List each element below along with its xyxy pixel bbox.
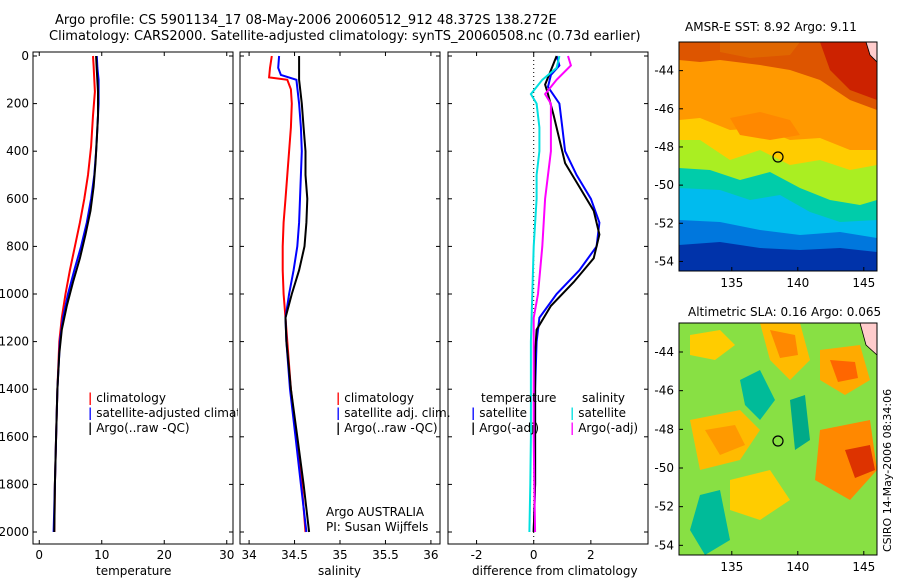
x-tick-label: 0: [530, 548, 538, 562]
map-y-tick-label: -44: [654, 345, 674, 359]
x-tick-label: 35: [332, 548, 347, 562]
map-y-tick-label: -50: [654, 461, 674, 475]
legend-sal-argo: Argo(-adj): [578, 421, 639, 435]
map-y-tick-label: -48: [654, 422, 674, 436]
series-line: [53, 55, 99, 533]
sst-map: [679, 42, 877, 271]
y-tick-label: 1000: [0, 287, 29, 301]
salinity-panel: [239, 51, 441, 545]
map-x-tick-label: 135: [720, 560, 743, 574]
map-y-tick-label: -50: [654, 178, 674, 192]
map-x-tick-label: 145: [852, 276, 875, 290]
x-tick-label: 34.5: [281, 548, 308, 562]
legend-satellite-adj: satellite adj. clim.: [344, 406, 451, 420]
map-y-tick-label: -52: [654, 500, 674, 514]
y-tick-label: 1200: [0, 335, 29, 349]
salinity-legend: | climatology | satellite adj. clim. | A…: [336, 391, 451, 435]
legend-sal-satellite: satellite: [578, 406, 627, 420]
difference-xlabel: difference from climatology: [472, 564, 638, 578]
x-tick-label: 30: [219, 548, 234, 562]
temperature-panel: [32, 51, 234, 545]
legend-climatology: climatology: [344, 391, 414, 405]
sst-map-title: AMSR-E SST: 8.92 Argo: 9.11: [685, 20, 857, 34]
x-tick-label: 0: [35, 548, 43, 562]
x-tick-label: 10: [94, 548, 109, 562]
map-y-tick-label: -44: [654, 64, 674, 78]
map-x-tick-label: 145: [852, 560, 875, 574]
series-line: [528, 55, 561, 533]
y-tick-label: 1400: [0, 382, 29, 396]
y-tick-label: 600: [6, 192, 29, 206]
legend-argo-raw: Argo(..raw -QC): [96, 421, 190, 435]
series-line: [532, 55, 573, 533]
legend-climatology: climatology: [96, 391, 166, 405]
map-y-tick-label: -54: [654, 254, 674, 268]
x-tick-label: 34: [241, 548, 256, 562]
sla-argo-marker: [772, 435, 784, 447]
temperature-legend: | climatology | satellite-adjusted clima…: [88, 391, 238, 436]
y-tick-label: 1600: [0, 430, 29, 444]
temperature-xlabel: temperature: [96, 564, 172, 578]
map-y-tick-label: -52: [654, 216, 674, 230]
annotation-program: Argo AUSTRALIA: [326, 505, 425, 519]
chart-title-line2: Climatology: CARS2000. Satellite-adjuste…: [49, 29, 641, 44]
map-x-tick-label: 140: [786, 276, 809, 290]
legend-header-temperature: temperature: [481, 391, 557, 405]
y-tick-label: 2000: [0, 525, 29, 539]
y-tick-label: 200: [6, 97, 29, 111]
sla-map-title: Altimetric SLA: 0.16 Argo: 0.065: [688, 305, 882, 319]
map-y-tick-label: -48: [654, 140, 674, 154]
map-y-tick-label: -46: [654, 102, 674, 116]
series-line: [284, 56, 311, 533]
x-tick-label: 2: [587, 548, 595, 562]
annotation-pi: PI: Susan Wijffels: [326, 520, 429, 534]
legend-header-salinity: salinity: [582, 391, 626, 405]
salinity-xlabel: salinity: [318, 564, 362, 578]
legend-temp-argo: Argo(-adj): [479, 421, 540, 435]
difference-panel: [447, 51, 649, 545]
y-tick-label: 1800: [0, 477, 29, 491]
y-tick-label: 400: [6, 144, 29, 158]
series-line: [53, 55, 96, 533]
credit-text: CSIRO 14-May-2006 08:34:06: [881, 388, 894, 552]
x-tick-label: 36: [423, 548, 438, 562]
series-line: [532, 55, 601, 533]
map-y-tick-label: -46: [654, 384, 674, 398]
float-annotation: Argo AUSTRALIA PI: Susan Wijffels: [326, 505, 428, 535]
difference-legend-salinity: salinity | satellite | Argo(-adj): [570, 391, 639, 435]
map-x-tick-label: 135: [720, 276, 743, 290]
legend-argo-raw: Argo(..raw -QC): [344, 421, 438, 435]
sst-argo-marker: [772, 151, 784, 163]
map-x-tick-label: 140: [786, 560, 809, 574]
x-tick-label: 20: [157, 548, 172, 562]
chart-title-line1: Argo profile: CS 5901134_17 08-May-2006 …: [55, 13, 557, 28]
map-y-tick-label: -54: [654, 538, 674, 552]
difference-legend-temperature: temperature | satellite | Argo(-adj): [471, 391, 557, 435]
x-tick-label: 35.5: [372, 548, 399, 562]
legend-satellite-adjusted: satellite-adjusted climatology: [96, 406, 238, 420]
sla-map: [679, 323, 877, 555]
x-tick-label: -2: [471, 548, 483, 562]
y-tick-label: 0: [21, 49, 29, 63]
legend-temp-satellite: satellite: [479, 406, 528, 420]
y-tick-label: 800: [6, 239, 29, 253]
series-line: [532, 55, 601, 533]
